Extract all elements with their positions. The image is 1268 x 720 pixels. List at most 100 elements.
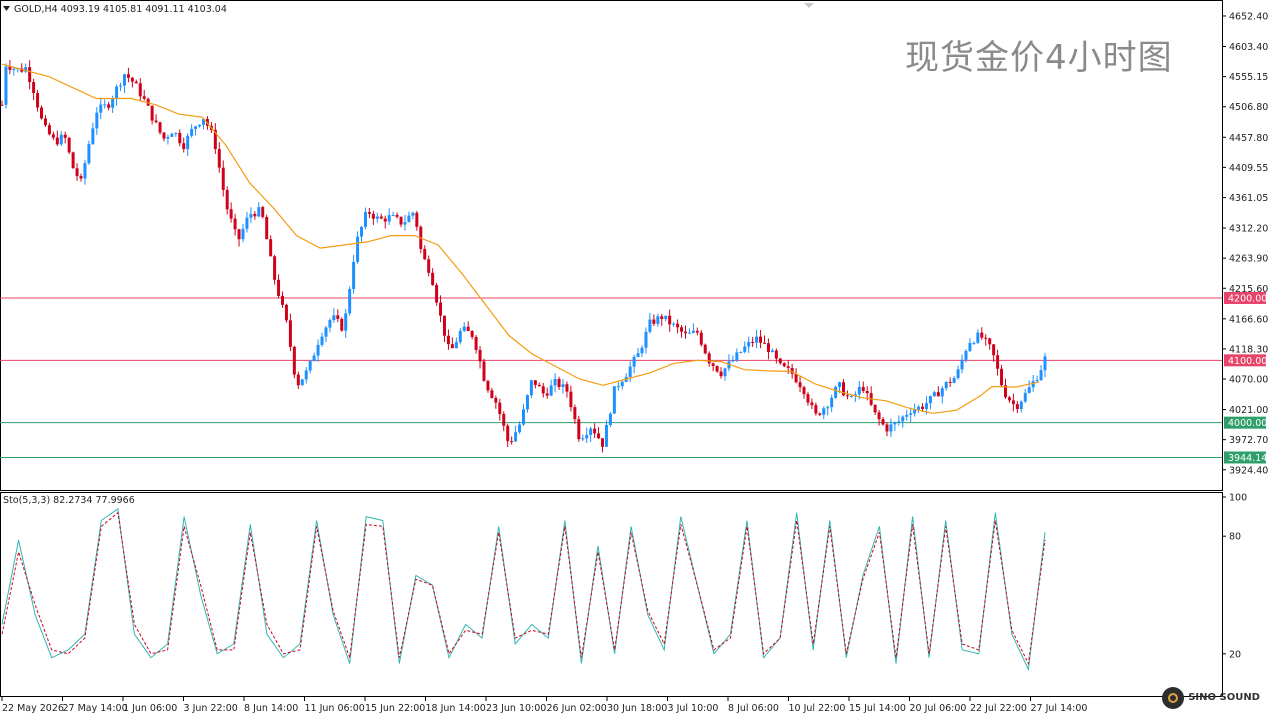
candle (691, 323, 695, 334)
candle (494, 395, 498, 409)
logo-text: SINO SOUND (1188, 692, 1260, 703)
candle (845, 390, 849, 400)
candle (115, 84, 119, 106)
candle (747, 336, 751, 353)
candle (130, 76, 134, 88)
candle (36, 89, 40, 112)
time-tick-label: 3 Jun 22:00 (184, 703, 238, 714)
candle (877, 409, 881, 426)
candle (241, 223, 245, 243)
candle (909, 407, 913, 422)
candle (356, 231, 360, 264)
candle (43, 115, 47, 127)
price-tick-label: 4070.00 (1229, 375, 1268, 386)
candle (648, 312, 652, 334)
candle (913, 403, 917, 417)
candle (126, 67, 130, 83)
candle (695, 327, 699, 336)
candle (719, 367, 723, 379)
candle (221, 160, 225, 197)
candle (277, 274, 281, 299)
candle (178, 129, 182, 147)
candle (1027, 380, 1031, 394)
candle (439, 295, 443, 323)
candle (261, 205, 265, 219)
candle (348, 286, 352, 316)
candle (190, 124, 194, 138)
time-tick-label: 10 Jul 22:00 (789, 703, 846, 714)
candle (715, 365, 719, 373)
candle (1011, 393, 1015, 412)
candle (873, 404, 877, 415)
price-tick-label: 3924.40 (1229, 465, 1268, 476)
candle (146, 97, 150, 106)
candle (770, 348, 774, 353)
candle (407, 211, 411, 223)
candle (680, 325, 684, 338)
candle (308, 360, 312, 374)
candle (735, 348, 739, 362)
candle (980, 327, 984, 340)
candle (518, 421, 522, 434)
candle (336, 309, 340, 323)
candle (312, 352, 316, 362)
time-tick-label: 8 Jun 14:00 (244, 703, 298, 714)
candles-layer (0, 60, 1047, 453)
candle (940, 386, 944, 404)
candle (399, 216, 403, 228)
candle (992, 343, 996, 362)
time-tick-label: 15 Jul 14:00 (849, 703, 906, 714)
panel-collapse-icon[interactable] (804, 3, 814, 8)
candle (379, 213, 383, 220)
candle (67, 136, 71, 155)
candle (166, 134, 170, 145)
time-tick-label: 26 Jun 02:00 (547, 703, 607, 714)
candle (194, 125, 198, 136)
candle (589, 426, 593, 443)
candle (585, 427, 589, 444)
candle (162, 132, 166, 142)
candle (328, 318, 332, 333)
candle (964, 349, 968, 363)
candle (391, 211, 395, 216)
candle (794, 368, 798, 384)
price-axis: 4652.40 4603.40 4555.15 4506.80 4457.80 4409.… (1222, 11, 1268, 476)
candle (751, 337, 755, 347)
candle (296, 371, 300, 390)
candle (498, 398, 502, 421)
candle (660, 313, 664, 326)
candle (454, 337, 458, 349)
candle (383, 215, 387, 229)
candle (766, 338, 770, 360)
candle (632, 354, 636, 374)
candle (442, 315, 446, 343)
time-tick-label: 22 May 2026 (2, 703, 64, 714)
candle (917, 404, 921, 414)
candle (411, 211, 415, 220)
candle (510, 436, 514, 445)
price-level-label: 3944.14 (1228, 453, 1267, 464)
time-tick-label: 30 Jun 18:00 (607, 703, 667, 714)
candle (237, 228, 241, 247)
candle (371, 210, 375, 225)
price-tick-label: 4506.80 (1229, 102, 1268, 113)
candle (284, 303, 288, 323)
chart-watermark-title: 现货金价4小时图 (905, 38, 1173, 78)
candle (87, 140, 91, 166)
candle (427, 255, 431, 277)
stochastic-tick-label: 80 (1229, 532, 1241, 543)
chart-menu-triangle-icon[interactable] (3, 6, 10, 11)
candle (928, 395, 932, 410)
candle (154, 114, 158, 124)
candle (1035, 375, 1039, 383)
candle (79, 173, 83, 182)
candle (201, 118, 205, 130)
time-tick-label: 27 Jul 14:00 (1031, 703, 1088, 714)
candle (502, 411, 506, 432)
candle (581, 434, 585, 441)
candle (984, 334, 988, 346)
symbol-info-line: GOLD,H4 4093.19 4105.81 4091.11 4103.04 (14, 4, 227, 15)
